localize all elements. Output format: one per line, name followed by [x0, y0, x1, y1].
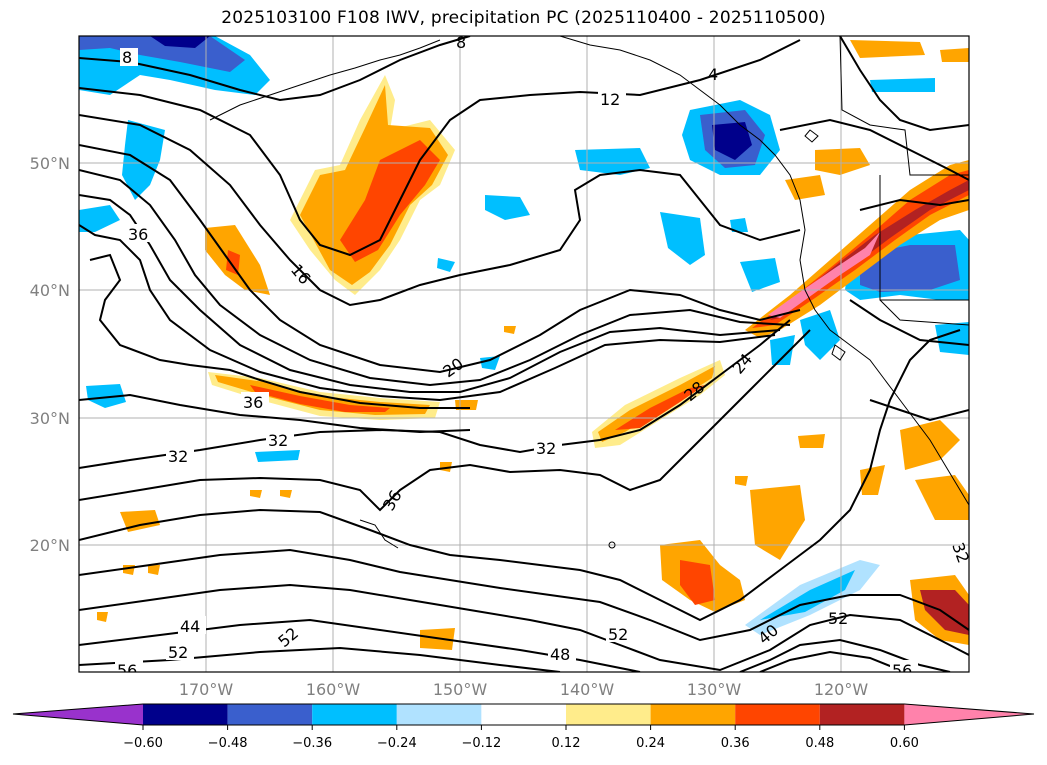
contour-label: 32 [948, 540, 973, 566]
map-content: 8 12 4 36 16 20 24 28 32 32 32 36 36 44 … [79, 33, 973, 680]
contour-label: 44 [180, 617, 200, 636]
contour-label: 32 [536, 439, 556, 458]
lat-label-20n: 20°N [30, 536, 70, 555]
colorbar-segment [650, 704, 736, 725]
contour-label: 56 [117, 661, 137, 680]
lat-label-30n: 30°N [30, 409, 70, 428]
colorbar-segment [312, 704, 397, 725]
colorbar-tick: −0.48 [208, 736, 248, 751]
lon-label-170w: 170°W [179, 680, 234, 699]
lon-label-120w: 120°W [814, 680, 869, 699]
coastlines [209, 36, 969, 549]
colorbar: −0.60 −0.48 −0.36 −0.24 −0.12 0.12 0.24 … [12, 703, 1035, 751]
contour-label: 36 [128, 225, 148, 244]
contour-label: 32 [268, 431, 288, 450]
contour-label: 48 [550, 645, 570, 664]
lon-label-150w: 150°W [433, 680, 488, 699]
colorbar-tick: 0.36 [721, 736, 750, 751]
colorbar-segment [566, 704, 651, 725]
contour-label: 52 [608, 625, 628, 644]
colorbar-tick: −0.24 [377, 736, 417, 751]
contour-label: 12 [600, 90, 620, 109]
map-frame [78, 35, 970, 673]
contour-label: 56 [892, 661, 912, 680]
colorbar-under-extend [13, 704, 143, 725]
contour-label: 8 [122, 48, 132, 67]
longitude-axis: 170°W 160°W 150°W 140°W 130°W 120°W [179, 680, 869, 699]
colorbar-tick: −0.60 [123, 736, 163, 751]
lon-label-140w: 140°W [560, 680, 615, 699]
colorbar-tick: 0.60 [890, 736, 919, 751]
contour-label: 36 [243, 393, 263, 412]
colorbar-segment [735, 704, 820, 725]
colorbar-over-extend [904, 704, 1034, 725]
contour-label: 52 [168, 643, 188, 662]
map-title: 2025103100 F108 IWV, precipitation PC (2… [221, 8, 826, 28]
contour-label: 52 [828, 609, 848, 628]
graticule [79, 36, 969, 672]
latitude-axis: 50°N 40°N 30°N 20°N [30, 154, 70, 555]
lon-label-130w: 130°W [687, 680, 742, 699]
colorbar-tick: −0.36 [292, 736, 332, 751]
contour-label: 32 [168, 447, 188, 466]
colorbar-segment [143, 704, 228, 725]
contour-label: 8 [456, 33, 466, 52]
colorbar-tick: 0.24 [636, 736, 665, 751]
colorbar-tick: 0.12 [552, 736, 581, 751]
lon-label-160w: 160°W [306, 680, 361, 699]
colorbar-segment [481, 704, 566, 725]
colorbar-tick: 0.48 [805, 736, 834, 751]
lat-label-50n: 50°N [30, 154, 70, 173]
iwv-contours [79, 36, 969, 672]
colorbar-segment [819, 704, 905, 725]
lat-label-40n: 40°N [30, 281, 70, 300]
colorbar-tick: −0.12 [461, 736, 501, 751]
colorbar-segment [227, 704, 313, 725]
colorbar-segment [396, 704, 482, 725]
contour-label: 4 [708, 65, 718, 84]
precip-positive-fills [97, 40, 969, 650]
